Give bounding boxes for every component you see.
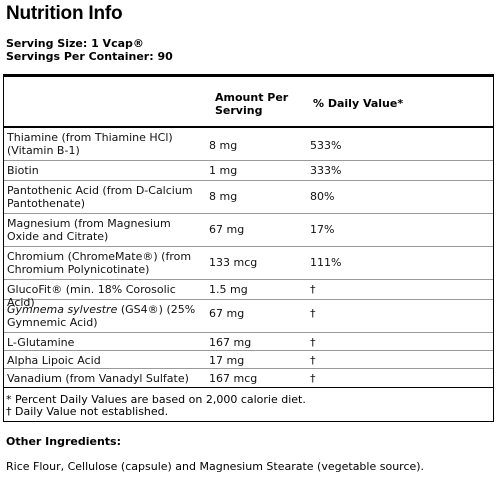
- table-row: Biotin 1 mg 333%: [3, 161, 494, 181]
- table-row: Vanadium (from Vanadyl Sulfate) 167 mcg †: [3, 369, 494, 388]
- nutrient-name: Pantothenic Acid (from D-Calcium Pantoth…: [7, 184, 205, 210]
- other-ingredients-heading: Other Ingredients:: [6, 435, 121, 448]
- nutrient-daily-value: †: [310, 283, 316, 296]
- nutrient-name: Vanadium (from Vanadyl Sulfate): [7, 372, 205, 385]
- nutrient-name: Chromium (ChromeMate®) (from Chromium Po…: [7, 250, 205, 276]
- table-row: Chromium (ChromeMate®) (from Chromium Po…: [3, 247, 494, 280]
- nutrient-name-text: (GS4®) (25% Gymnemic Acid): [7, 303, 196, 329]
- nutrient-daily-value: 17%: [310, 223, 335, 236]
- table-row: Magnesium (from Magnesium Oxide and Citr…: [3, 214, 494, 247]
- nutrient-name-text: Chromium (ChromeMate®) (from Chromium Po…: [7, 250, 192, 276]
- nutrient-amount: 8 mg: [209, 139, 238, 152]
- nutrient-amount: 17 mg: [209, 354, 245, 367]
- table-bottom-rule: [3, 421, 494, 422]
- nutrient-name-text: Pantothenic Acid (from D-Calcium Pantoth…: [7, 184, 193, 210]
- nutrient-name-text: Thiamine (from Thiamine HCl) (Vitamin B-…: [7, 131, 173, 157]
- nutrient-daily-value: 111%: [310, 256, 342, 269]
- nutrient-name-text: Alpha Lipoic Acid: [7, 354, 101, 367]
- serving-size: Serving Size: 1 Vcap®: [6, 37, 144, 50]
- nutrient-amount: 67 mg: [209, 223, 245, 236]
- nutrient-amount: 133 mcg: [209, 256, 258, 269]
- servings-per-container: Servings Per Container: 90: [6, 50, 173, 63]
- nutrient-daily-value: †: [310, 336, 316, 349]
- nutrient-amount: 167 mcg: [209, 372, 258, 385]
- table-row: GlucoFit® (min. 18% Corosolic Acid) 1.5 m…: [3, 280, 494, 309]
- nutrient-name: Magnesium (from Magnesium Oxide and Citr…: [7, 217, 205, 243]
- nutrient-amount: 67 mg: [209, 307, 245, 320]
- nutrient-amount: 1 mg: [209, 164, 238, 177]
- nutrient-daily-value: 333%: [310, 164, 342, 177]
- nutrient-amount: 167 mg: [209, 336, 252, 349]
- nutrient-name: Thiamine (from Thiamine HCl) (Vitamin B-…: [7, 131, 205, 157]
- nutrient-daily-value: †: [310, 354, 316, 367]
- nutrient-daily-value: †: [310, 372, 316, 385]
- nutrient-daily-value: 533%: [310, 139, 342, 152]
- nutrient-name-text: Vanadium (from Vanadyl Sulfate): [7, 372, 189, 385]
- nutrient-name-italic: Gymnema sylvestre: [7, 303, 118, 316]
- nutrient-daily-value: 80%: [310, 190, 335, 203]
- nutrient-amount: 1.5 mg: [209, 283, 248, 296]
- nutrient-name-text: GlucoFit® (min. 18% Corosolic Acid): [7, 283, 176, 309]
- footnote-dagger: † Daily Value not established.: [6, 405, 169, 418]
- table-right-border: [493, 77, 494, 421]
- nutrient-name-text: Magnesium (from Magnesium Oxide and Citr…: [7, 217, 171, 243]
- nutrient-daily-value: †: [310, 307, 316, 320]
- other-ingredients-text: Rice Flour, Cellulose (capsule) and Magn…: [6, 460, 425, 473]
- footnote-daily-values: * Percent Daily Values are based on 2,00…: [6, 393, 306, 406]
- nutrient-name: GlucoFit® (min. 18% Corosolic Acid): [7, 283, 205, 309]
- nutrient-name: Biotin: [7, 164, 205, 177]
- nutrient-name-text: Biotin: [7, 164, 39, 177]
- page-title: Nutrition Info: [6, 3, 123, 24]
- table-left-border: [3, 77, 4, 421]
- nutrient-name: L-Glutamine: [7, 336, 205, 349]
- col-header-daily-value: % Daily Value*: [313, 97, 404, 110]
- table-row: L-Glutamine 167 mg †: [3, 333, 494, 351]
- nutrient-name: Alpha Lipoic Acid: [7, 354, 205, 367]
- table-header-rule: [3, 126, 494, 128]
- table-row: Alpha Lipoic Acid 17 mg †: [3, 351, 494, 369]
- table-row: Thiamine (from Thiamine HCl) (Vitamin B-…: [3, 128, 494, 161]
- nutrient-name-text: L-Glutamine: [7, 336, 75, 349]
- table-row: Pantothenic Acid (from D-Calcium Pantoth…: [3, 181, 494, 214]
- table-top-rule: [3, 74, 494, 77]
- nutrient-amount: 8 mg: [209, 190, 238, 203]
- nutrient-name: Gymnema sylvestre (GS4®) (25% Gymnemic A…: [7, 303, 205, 329]
- col-header-amount: Amount Per Serving: [215, 91, 289, 117]
- table-row: Gymnema sylvestre (GS4®) (25% Gymnemic A…: [3, 300, 494, 333]
